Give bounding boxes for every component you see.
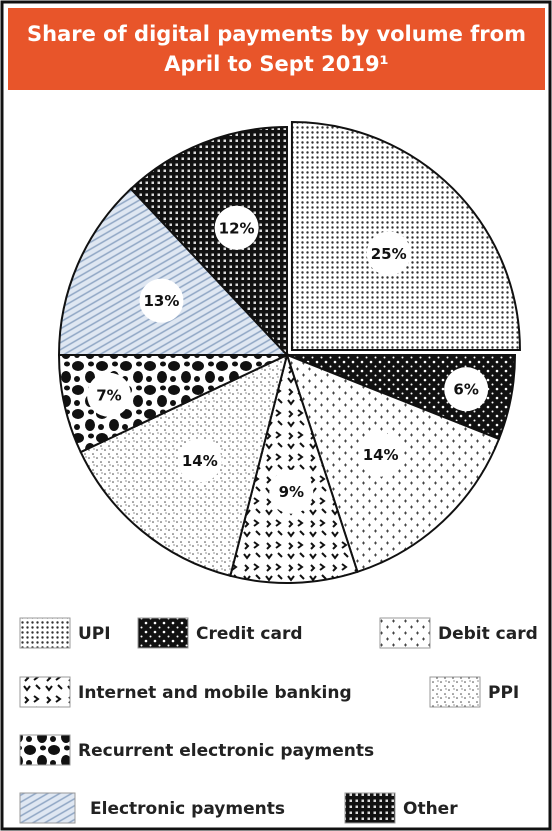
legend-label: Other xyxy=(403,799,458,819)
data-label: 14% xyxy=(182,452,218,470)
label-bg xyxy=(86,372,131,417)
legend-swatch xyxy=(379,617,431,649)
legend-label: Internet and mobile banking xyxy=(78,683,352,703)
legend-swatch xyxy=(19,792,76,824)
legend-label: UPI xyxy=(78,624,111,644)
pie-slice xyxy=(290,121,521,352)
data-label: 7% xyxy=(96,386,121,404)
data-label: 13% xyxy=(143,292,179,310)
legend-label: Debit card xyxy=(438,624,538,644)
label-bg xyxy=(139,278,184,323)
label-bg xyxy=(214,205,259,250)
pie-slice xyxy=(229,351,359,584)
legend-swatch xyxy=(344,792,396,824)
label-bg xyxy=(366,231,411,276)
data-label: 14% xyxy=(363,446,399,464)
pie-slice xyxy=(129,125,288,358)
legend-label: Electronic payments xyxy=(90,799,285,819)
data-label: 9% xyxy=(279,483,304,501)
legend-label: PPI xyxy=(488,683,519,703)
legend-label: Recurrent electronic payments xyxy=(78,741,374,761)
pie-slice xyxy=(57,187,290,356)
legend-swatch xyxy=(137,617,189,649)
data-label: 12% xyxy=(219,219,255,237)
label-bg xyxy=(358,432,403,477)
label-bg xyxy=(177,438,222,483)
data-label: 25% xyxy=(371,245,407,263)
legend-swatch xyxy=(19,676,71,708)
legend-label: Credit card xyxy=(196,624,303,644)
data-label: 6% xyxy=(453,381,478,399)
legend-swatch xyxy=(19,617,71,649)
label-bg xyxy=(269,469,314,514)
label-bg xyxy=(444,367,489,412)
legend-swatch xyxy=(19,734,71,766)
legend-swatch xyxy=(429,676,481,708)
chart-title: Share of digital payments by volume from… xyxy=(8,8,545,90)
